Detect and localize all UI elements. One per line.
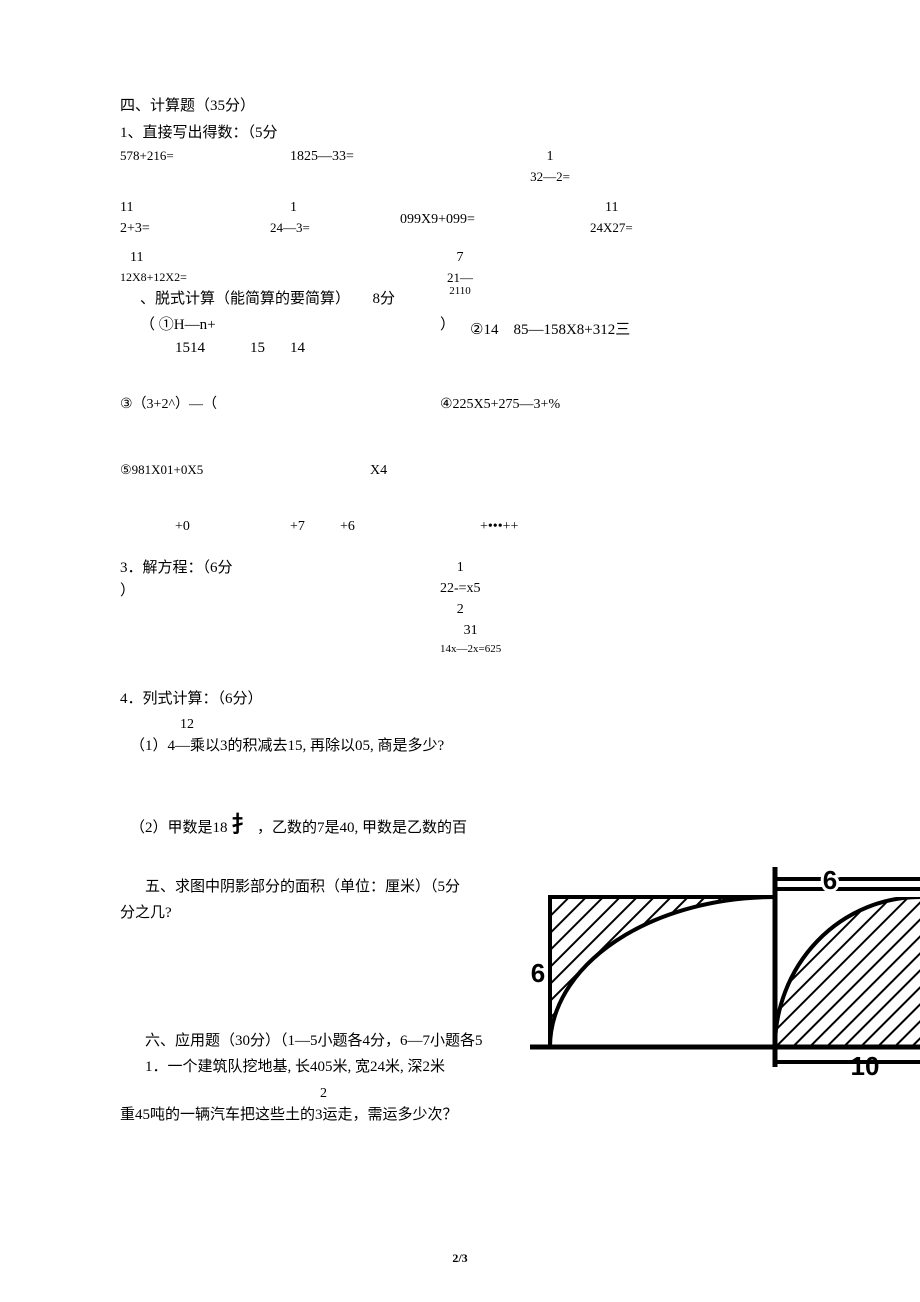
q3-r2-num: 31: [440, 620, 501, 641]
q2-r1a3: 15: [205, 337, 265, 360]
q2-r4d: +•••++: [385, 516, 518, 537]
q1-r3b-num: 7: [400, 247, 520, 268]
q2-r1a2: 1514: [140, 337, 205, 360]
q1-r2a-num: 11: [120, 197, 270, 218]
page-footer: 2/3: [0, 1249, 920, 1267]
q2-r1b-close: ）: [440, 314, 470, 359]
q2-r4c: +6: [325, 516, 385, 537]
q1-r3a-num: 11: [120, 247, 400, 268]
q1-r1b: 1825—33=: [290, 146, 490, 187]
q3-r1: 22-=x5: [440, 578, 481, 599]
q4-title: 4．列式计算：（6分）: [120, 688, 810, 711]
q1-r2d-num: 11: [590, 197, 690, 218]
q1-r2b-num: 1: [270, 197, 400, 218]
q1-r2d: 24X27=: [590, 218, 690, 238]
label-6-left: 6: [531, 958, 545, 988]
q2-r4b: +7: [195, 516, 325, 537]
q1-title: 1、直接写出得数：（5分: [120, 122, 810, 145]
q3-title-b: ）: [120, 580, 440, 603]
q2-r1a4: 14: [265, 337, 305, 360]
q4-r2b: ，乙数的7是40, 甲数是乙数的百: [257, 820, 467, 836]
q1-r3b2: 2110: [400, 283, 520, 300]
section4-title: 四、计算题（35分）: [120, 95, 810, 118]
q2-r4a: +0: [120, 516, 195, 537]
q4-r2a: （2）甲数是18: [130, 820, 228, 836]
q2-r2a: ③（3+2^）—（: [120, 394, 440, 415]
label-10: 10: [851, 1051, 880, 1081]
q3-r1-den: 2: [440, 599, 481, 620]
q2-r1b: ②14 85—158X8+312三: [470, 314, 630, 359]
q1-r2a: 2+3=: [120, 218, 270, 239]
shaded-area-diagram: 6 6 10: [530, 867, 920, 1107]
q4-r1: （1）4—乘以3的积减去15, 再除以05, 商是多少?: [120, 735, 810, 758]
q3-title-a: 3．解方程：（6分: [120, 557, 440, 580]
q1-r1c: 32—2=: [490, 167, 610, 187]
label-6-top: 6: [823, 867, 837, 895]
q1-r2b: 24—3=: [270, 218, 400, 238]
q1-r2c: 099X9+099=: [400, 197, 590, 239]
q1-r3a: 12X8+12X2=: [120, 268, 400, 286]
q2-r2b: ④225X5+275—3+%: [440, 394, 560, 415]
q1-r1a: 578+216=: [120, 146, 290, 187]
q1-r1c-num: 1: [490, 146, 610, 167]
q3-r1-num: 1: [440, 557, 481, 578]
q2-r3b: X4: [370, 460, 387, 481]
q4-r1-num: 12: [120, 714, 810, 735]
q2-r1a: （ ①H—n+: [140, 314, 440, 337]
q3-r2: 14x—2x=625: [440, 641, 501, 658]
q2-r3a: ⑤981X01+0X5: [120, 460, 370, 481]
fraction-glyph: 扌: [231, 812, 253, 837]
